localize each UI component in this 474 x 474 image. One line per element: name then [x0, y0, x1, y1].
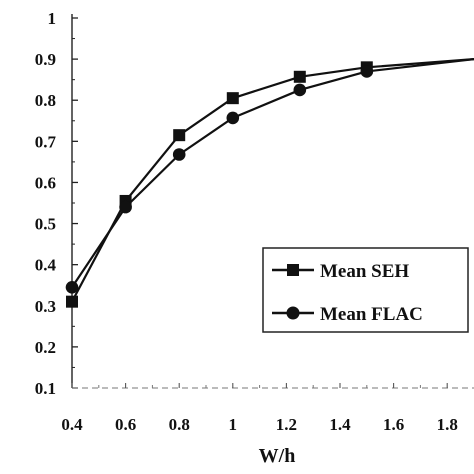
- x-tick-label: 1: [229, 415, 238, 434]
- legend-label-flac: Mean FLAC: [320, 304, 423, 325]
- data-point-circle: [293, 83, 307, 97]
- data-point-square: [293, 70, 306, 83]
- y-tick-label: 0.4: [35, 256, 57, 275]
- legend-marker-flac: [286, 306, 300, 320]
- y-tick-label: 0.8: [35, 91, 56, 110]
- y-tick-label: 0.2: [35, 338, 56, 357]
- y-tick-label: 0.7: [35, 132, 57, 151]
- x-tick-label: 1.4: [329, 415, 351, 434]
- y-axis: 0.1 0.2 0.3 0.4 0.5 0.6 0.7 0.8 0.9 1: [35, 9, 78, 398]
- data-point-circle: [226, 111, 240, 125]
- x-tick-label: 0.4: [61, 415, 83, 434]
- y-tick-label: 0.3: [35, 297, 56, 316]
- legend: Mean SEH Mean FLAC: [262, 247, 469, 333]
- y-tick-label: 0.5: [35, 215, 56, 234]
- x-tick-label: 0.8: [169, 415, 190, 434]
- data-point-circle: [119, 200, 132, 214]
- x-tick-label: 1.8: [437, 415, 458, 434]
- data-point-square: [66, 295, 78, 308]
- data-point-circle: [172, 148, 186, 161]
- data-point-circle: [360, 65, 374, 78]
- x-tick-label: 1.2: [276, 415, 297, 434]
- data-point-square: [226, 92, 239, 105]
- x-axis: 0.4 0.6 0.8 1 1.2 1.4 1.6 1.8: [61, 383, 474, 434]
- y-tick-label: 0.1: [35, 379, 56, 398]
- y-tick-label: 1: [48, 9, 57, 28]
- x-tick-label: 1.6: [383, 415, 404, 434]
- x-tick-label: 0.6: [115, 415, 136, 434]
- data-point-square: [173, 129, 186, 142]
- legend-marker-seh: [287, 264, 299, 276]
- data-point-circle: [65, 280, 79, 294]
- legend-box: [262, 247, 469, 333]
- y-tick-label: 0.6: [35, 173, 56, 192]
- x-axis-title: W/h: [259, 445, 296, 467]
- series-markers: [65, 61, 374, 308]
- y-tick-label: 0.9: [35, 50, 56, 69]
- legend-label-seh: Mean SEH: [320, 261, 409, 282]
